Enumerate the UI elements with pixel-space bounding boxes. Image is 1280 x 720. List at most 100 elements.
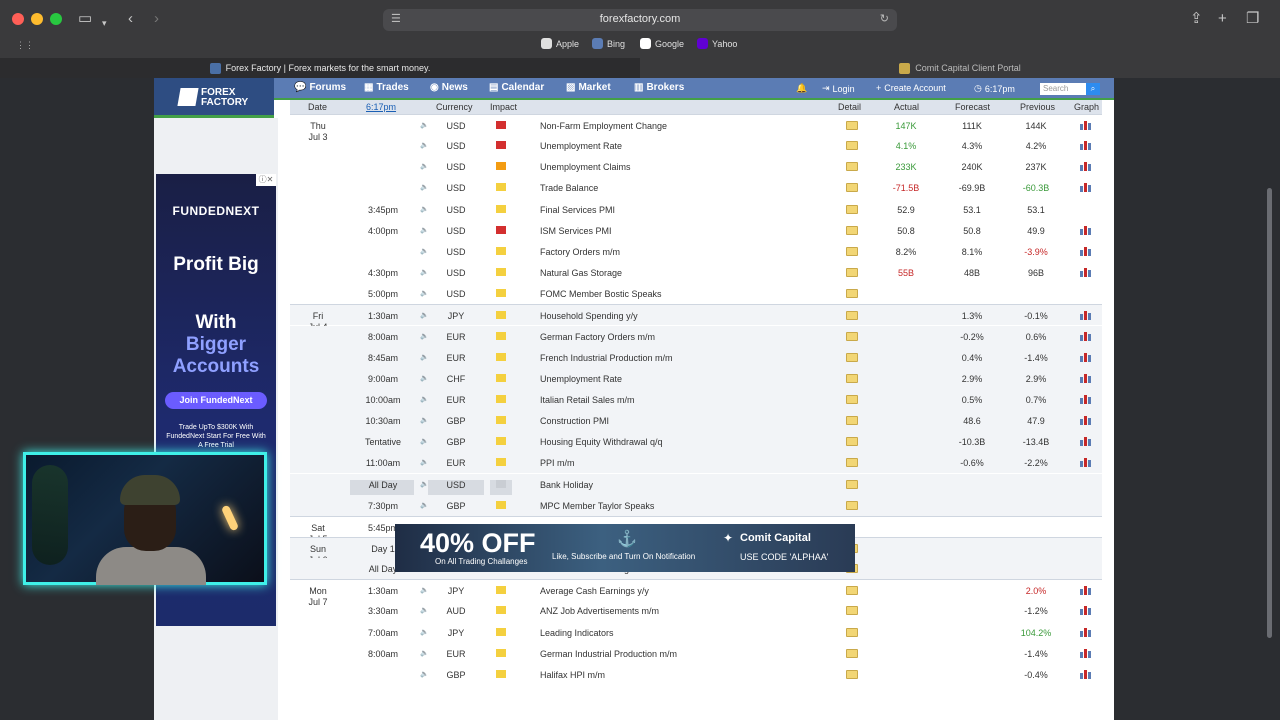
impact-high-icon[interactable] bbox=[496, 225, 506, 234]
nav-brokers[interactable]: ▥ Brokers bbox=[634, 82, 684, 93]
table-row[interactable]: Tentative 🔈 GBP Housing Equity Withdrawal q… bbox=[290, 431, 1102, 453]
row-event[interactable]: Average Cash Earnings y/y bbox=[540, 586, 649, 597]
back-button[interactable]: ‹ bbox=[128, 10, 133, 27]
site-clock[interactable]: ◷ 6:17pm bbox=[974, 83, 1015, 94]
graph-icon[interactable] bbox=[1080, 605, 1092, 616]
table-row[interactable]: 10:00am 🔈 EUR Italian Retail Sales m/m 0.5% 0… bbox=[290, 388, 1102, 410]
sound-icon[interactable]: 🔈 bbox=[420, 247, 429, 255]
table-row[interactable]: 🔈 USD Trade Balance -71.5B -69.9B -60.3B bbox=[290, 177, 1102, 198]
detail-folder-icon[interactable] bbox=[846, 246, 858, 256]
impact-low-icon[interactable] bbox=[496, 627, 506, 636]
graph-icon[interactable] bbox=[1080, 246, 1092, 256]
row-event[interactable]: French Industrial Production m/m bbox=[540, 352, 673, 363]
graph-icon[interactable] bbox=[1080, 415, 1092, 426]
nav-news[interactable]: ◉ News bbox=[430, 82, 468, 93]
favorite-bing[interactable]: Bing bbox=[592, 38, 625, 49]
table-row[interactable]: 4:30pm 🔈 USD Natural Gas Storage 55B 48B 96B bbox=[290, 262, 1102, 283]
table-row[interactable]: 🔈 USD Unemployment Rate 4.1% 4.3% 4.2% bbox=[290, 135, 1102, 156]
apps-grid-icon[interactable]: ⋮⋮ bbox=[16, 40, 34, 50]
impact-low-icon[interactable] bbox=[496, 458, 506, 467]
row-event[interactable]: Final Services PMI bbox=[540, 204, 616, 215]
row-event[interactable]: Italian Retail Sales m/m bbox=[540, 394, 635, 405]
sound-icon[interactable]: 🔈 bbox=[420, 142, 429, 150]
impact-low-icon[interactable] bbox=[496, 268, 506, 277]
table-row[interactable]: All Day 🔈 USD Bank Holiday bbox=[290, 473, 1102, 497]
close-window-button[interactable] bbox=[12, 13, 24, 25]
impact-low-icon[interactable] bbox=[496, 311, 506, 320]
row-event[interactable]: Unemployment Claims bbox=[540, 162, 631, 173]
sound-icon[interactable]: 🔈 bbox=[420, 290, 429, 298]
impact-low-icon[interactable] bbox=[496, 373, 506, 382]
graph-icon[interactable] bbox=[1080, 648, 1092, 658]
impact-low-icon[interactable] bbox=[496, 437, 506, 446]
sound-icon[interactable]: 🔈 bbox=[420, 395, 429, 403]
impact-holiday-icon[interactable] bbox=[496, 479, 506, 488]
graph-icon[interactable] bbox=[1080, 585, 1092, 596]
detail-folder-icon[interactable] bbox=[846, 394, 858, 404]
table-row[interactable]: 3:30am 🔈 AUD ANZ Job Advertisements m/m -1.2… bbox=[290, 600, 1102, 621]
impact-high-icon[interactable] bbox=[496, 141, 506, 150]
detail-folder-icon[interactable] bbox=[846, 311, 858, 321]
login-link[interactable]: ⇥ Login bbox=[822, 83, 855, 94]
detail-folder-icon[interactable] bbox=[846, 479, 858, 489]
reload-icon[interactable]: ↻ bbox=[879, 13, 889, 25]
row-event[interactable]: Household Spending y/y bbox=[540, 311, 638, 322]
graph-icon[interactable] bbox=[1080, 669, 1092, 679]
table-row[interactable]: 🔈 GBP Halifax HPI m/m -0.4% bbox=[290, 664, 1102, 685]
table-row[interactable]: 4:00pm 🔈 USD ISM Services PMI 50.8 50.8 49.9 bbox=[290, 220, 1102, 241]
zoom-window-button[interactable] bbox=[50, 13, 62, 25]
sound-icon[interactable]: 🔈 bbox=[420, 184, 429, 192]
sound-icon[interactable]: 🔈 bbox=[420, 269, 429, 277]
row-event[interactable]: FOMC Member Bostic Speaks bbox=[540, 289, 662, 300]
table-row[interactable]: 9:00am 🔈 CHF Unemployment Rate 2.9% 2.9% bbox=[290, 367, 1102, 389]
graph-icon[interactable] bbox=[1080, 310, 1092, 321]
sound-icon[interactable]: 🔈 bbox=[420, 163, 429, 171]
row-event[interactable]: Unemployment Rate bbox=[540, 141, 623, 152]
detail-folder-icon[interactable] bbox=[846, 352, 858, 362]
sound-icon[interactable]: 🔈 bbox=[420, 374, 429, 382]
detail-folder-icon[interactable] bbox=[846, 225, 858, 235]
detail-folder-icon[interactable] bbox=[846, 648, 858, 658]
detail-folder-icon[interactable] bbox=[846, 121, 858, 130]
table-row[interactable]: 7:30pm 🔈 GBP MPC Member Taylor Speaks bbox=[290, 494, 1102, 516]
chevron-down-icon[interactable]: ▾ bbox=[102, 18, 107, 28]
page-scrollbar[interactable] bbox=[1267, 188, 1272, 638]
detail-folder-icon[interactable] bbox=[846, 204, 858, 214]
row-event[interactable]: Factory Orders m/m bbox=[540, 246, 621, 257]
impact-low-icon[interactable] bbox=[496, 352, 506, 361]
row-event[interactable]: Unemployment Rate bbox=[540, 373, 623, 384]
tab-comit-capital[interactable]: Comit Capital Client Portal bbox=[640, 58, 1280, 78]
detail-folder-icon[interactable] bbox=[846, 500, 858, 510]
row-event[interactable]: Bank Holiday bbox=[540, 479, 594, 490]
graph-icon[interactable] bbox=[1080, 161, 1092, 172]
detail-folder-icon[interactable] bbox=[846, 373, 858, 383]
impact-low-icon[interactable] bbox=[496, 606, 506, 615]
table-row[interactable]: 7:00am 🔈 JPY Leading Indicators 104.2% bbox=[290, 622, 1102, 643]
impact-low-icon[interactable] bbox=[496, 204, 506, 213]
detail-folder-icon[interactable] bbox=[846, 162, 858, 172]
graph-icon[interactable] bbox=[1080, 267, 1092, 278]
impact-low-icon[interactable] bbox=[496, 416, 506, 425]
impact-low-icon[interactable] bbox=[496, 586, 506, 595]
sound-icon[interactable]: 🔈 bbox=[420, 417, 429, 425]
row-event[interactable]: ISM Services PMI bbox=[540, 225, 612, 236]
row-event[interactable]: German Factory Orders m/m bbox=[540, 331, 656, 342]
share-icon[interactable]: ⇪ bbox=[1190, 10, 1203, 27]
table-row[interactable]: Thu Jul 3 🔈 USD Non-Farm Employment Change 14… bbox=[290, 114, 1102, 142]
row-event[interactable]: Leading Indicators bbox=[540, 627, 614, 638]
impact-low-icon[interactable] bbox=[496, 394, 506, 403]
graph-icon[interactable] bbox=[1080, 120, 1092, 130]
sound-icon[interactable]: 🔈 bbox=[420, 205, 429, 213]
search-input[interactable]: Search bbox=[1040, 83, 1086, 95]
sound-icon[interactable]: 🔈 bbox=[420, 649, 429, 657]
graph-icon[interactable] bbox=[1080, 436, 1092, 447]
sound-icon[interactable]: 🔈 bbox=[420, 587, 429, 595]
sound-icon[interactable]: 🔈 bbox=[420, 628, 429, 636]
ad-join-button[interactable]: Join FundedNext bbox=[165, 392, 267, 409]
detail-folder-icon[interactable] bbox=[846, 183, 858, 193]
impact-low-icon[interactable] bbox=[496, 500, 506, 509]
favorite-yahoo[interactable]: Yahoo bbox=[697, 38, 737, 49]
row-event[interactable]: ANZ Job Advertisements m/m bbox=[540, 606, 660, 617]
graph-icon[interactable] bbox=[1080, 140, 1092, 151]
